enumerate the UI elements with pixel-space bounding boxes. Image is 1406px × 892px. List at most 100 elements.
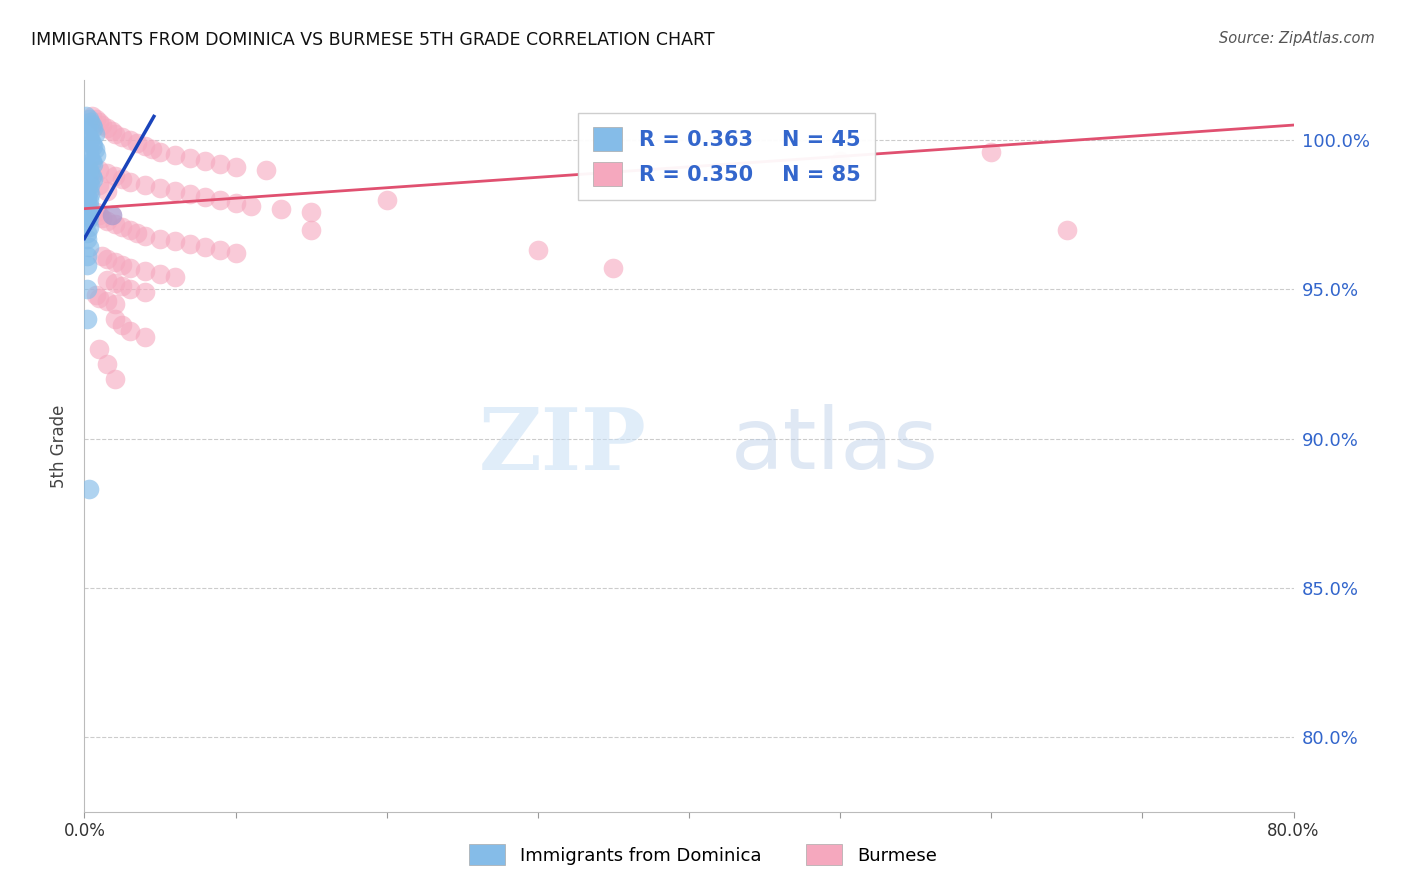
- Point: [141, 142, 163, 156]
- Point: [80, 169, 103, 183]
- Point: [82, 121, 104, 136]
- Point: [100, 208, 122, 222]
- Point: [76, 231, 98, 245]
- Point: [118, 222, 141, 236]
- Point: [91, 118, 114, 132]
- Point: [79, 133, 101, 147]
- Text: IMMIGRANTS FROM DOMINICA VS BURMESE 5TH GRADE CORRELATION CHART: IMMIGRANTS FROM DOMINICA VS BURMESE 5TH …: [31, 31, 714, 49]
- Point: [96, 166, 118, 180]
- Point: [89, 162, 111, 177]
- Point: [104, 217, 127, 231]
- Point: [100, 124, 122, 138]
- Point: [79, 178, 101, 192]
- Point: [84, 127, 107, 141]
- Point: [118, 175, 141, 189]
- Point: [79, 166, 101, 180]
- Point: [86, 148, 108, 162]
- Point: [179, 186, 201, 201]
- Point: [77, 175, 100, 189]
- Point: [375, 193, 398, 207]
- Point: [165, 184, 187, 198]
- Point: [77, 483, 100, 497]
- Point: [80, 153, 103, 168]
- Point: [118, 282, 141, 296]
- Point: [602, 261, 624, 276]
- Point: [96, 121, 118, 136]
- Point: [77, 204, 100, 219]
- Point: [111, 259, 134, 273]
- Point: [225, 195, 247, 210]
- Point: [111, 171, 134, 186]
- Point: [299, 222, 322, 236]
- Point: [91, 249, 114, 263]
- Point: [76, 160, 98, 174]
- Point: [104, 297, 127, 311]
- Point: [76, 208, 98, 222]
- Point: [77, 199, 100, 213]
- Point: [96, 273, 118, 287]
- Point: [96, 357, 118, 371]
- Point: [76, 190, 98, 204]
- Point: [194, 240, 217, 254]
- Point: [194, 153, 217, 168]
- Point: [225, 160, 247, 174]
- Point: [165, 148, 187, 162]
- Point: [75, 109, 97, 123]
- Point: [77, 112, 100, 127]
- Y-axis label: 5th Grade: 5th Grade: [51, 404, 69, 488]
- Point: [80, 136, 103, 150]
- Point: [179, 151, 201, 165]
- Point: [194, 190, 217, 204]
- Point: [270, 202, 292, 216]
- Point: [77, 130, 100, 145]
- Point: [77, 193, 100, 207]
- Point: [76, 312, 98, 326]
- Point: [980, 145, 1002, 159]
- Point: [134, 285, 156, 300]
- Point: [89, 291, 111, 305]
- Point: [104, 169, 127, 183]
- Point: [1056, 222, 1078, 236]
- Point: [76, 213, 98, 227]
- Point: [127, 226, 149, 240]
- Point: [104, 277, 127, 291]
- Point: [79, 115, 101, 129]
- Point: [76, 180, 98, 194]
- Point: [299, 204, 322, 219]
- Point: [89, 178, 111, 192]
- Point: [111, 130, 134, 145]
- Point: [76, 226, 98, 240]
- Point: [76, 195, 98, 210]
- Point: [76, 259, 98, 273]
- Point: [82, 171, 104, 186]
- Point: [104, 312, 127, 326]
- Point: [239, 199, 262, 213]
- Point: [89, 115, 111, 129]
- Point: [82, 139, 104, 153]
- Point: [179, 237, 201, 252]
- Point: [91, 211, 114, 225]
- Point: [96, 213, 118, 227]
- Point: [134, 178, 156, 192]
- Point: [77, 145, 100, 159]
- Point: [118, 324, 141, 338]
- Legend: R = 0.363    N = 45, R = 0.350    N = 85: R = 0.363 N = 45, R = 0.350 N = 85: [578, 112, 875, 201]
- Point: [165, 235, 187, 249]
- Point: [149, 145, 172, 159]
- Point: [80, 118, 103, 132]
- Point: [77, 184, 100, 198]
- Point: [111, 318, 134, 332]
- Point: [209, 244, 232, 258]
- Point: [527, 244, 550, 258]
- Point: [76, 282, 98, 296]
- Point: [225, 246, 247, 260]
- Point: [104, 127, 127, 141]
- Point: [127, 136, 149, 150]
- Point: [86, 204, 108, 219]
- Point: [89, 208, 111, 222]
- Point: [111, 219, 134, 234]
- Point: [118, 133, 141, 147]
- Point: [104, 255, 127, 269]
- Point: [111, 279, 134, 293]
- Point: [79, 186, 101, 201]
